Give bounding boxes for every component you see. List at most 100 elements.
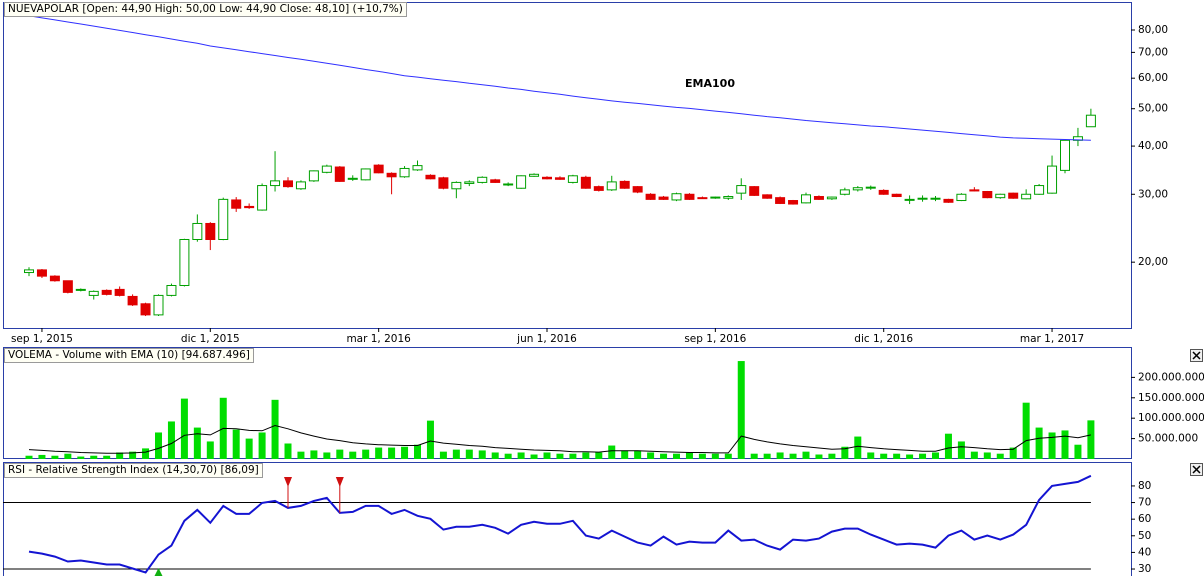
volume-bar — [491, 452, 499, 459]
rsi-panel-title: RSI - Relative Strength Index (14,30,70)… — [4, 463, 263, 478]
volume-bar — [362, 449, 370, 459]
candle-body — [334, 166, 345, 182]
candle-body — [788, 200, 799, 205]
candle-body — [140, 303, 151, 316]
candle-body — [36, 269, 47, 277]
candle-body — [1034, 185, 1045, 195]
candle-body — [775, 197, 786, 204]
volume-bar — [116, 452, 124, 459]
ema-label: EMA100 — [685, 77, 735, 90]
volume-bar — [180, 398, 188, 459]
candle-body — [347, 177, 358, 180]
candle-body — [762, 194, 773, 199]
volume-bar — [750, 453, 758, 459]
candle-body — [852, 187, 863, 191]
volume-bar — [582, 452, 590, 459]
volume-bar — [349, 451, 357, 459]
volume-bar — [957, 441, 965, 459]
volume-bar — [1087, 420, 1095, 459]
volume-bar — [452, 449, 460, 459]
volume-bar — [64, 453, 72, 459]
candle-body — [839, 189, 850, 195]
candle-body — [567, 175, 578, 183]
volume-bar — [854, 436, 862, 459]
candle-body — [321, 165, 332, 173]
volume-bar — [919, 453, 927, 459]
candle-body — [658, 196, 669, 200]
volume-bar — [983, 452, 991, 459]
candle-body — [878, 189, 889, 195]
candle-body — [930, 197, 941, 200]
candle-body — [477, 176, 488, 183]
volume-bar — [1061, 430, 1069, 459]
volume-bar — [1022, 402, 1030, 459]
volume-bar — [569, 453, 577, 459]
volume-bar — [439, 451, 447, 459]
volume-bar — [388, 447, 396, 459]
volume-bar — [129, 451, 137, 459]
volume-bar — [1048, 432, 1056, 459]
candle-body — [542, 176, 552, 180]
candle-body — [943, 198, 954, 203]
volume-ema-line — [28, 424, 1092, 454]
candle-body — [464, 181, 475, 184]
candle-body — [425, 174, 436, 180]
candle-body — [490, 179, 501, 183]
volume-bar — [880, 453, 888, 459]
volume-bar — [90, 455, 98, 459]
price-panel-title: NUEVAPOLAR [Open: 44,90 High: 50,00 Low:… — [4, 2, 407, 17]
x-tick-label: sep 1, 2015 — [11, 333, 73, 345]
volume-bar — [944, 433, 952, 459]
volume-bar — [867, 452, 875, 459]
volume-bar — [647, 452, 655, 459]
volume-bar — [815, 454, 823, 459]
candle-body — [244, 205, 255, 209]
candle-body — [127, 295, 138, 306]
y-tick-label: 30,00 — [1138, 188, 1168, 200]
y-tick-label: 50 — [1138, 530, 1151, 542]
candle-body — [270, 180, 281, 187]
candle-body — [710, 196, 721, 199]
volume-bar — [258, 432, 266, 459]
candle-body — [645, 193, 656, 200]
volume-bar — [698, 453, 706, 459]
candle-body — [995, 193, 1006, 199]
y-tick-label: 150.000.000 — [1138, 392, 1204, 404]
buy-signal — [154, 568, 163, 576]
candle-body — [606, 181, 617, 191]
volume-bar — [828, 453, 836, 459]
volume-bar — [245, 438, 253, 459]
sell-signal — [284, 477, 292, 487]
candle-body — [49, 275, 60, 282]
volume-bar — [932, 452, 939, 459]
y-tick-label: 60,00 — [1138, 72, 1168, 84]
close-volume-panel[interactable] — [1190, 349, 1203, 362]
candle-body — [697, 197, 708, 200]
volume-bar — [711, 453, 719, 459]
candle-body — [88, 290, 99, 296]
volume-bar — [336, 449, 344, 459]
volume-bar — [504, 453, 512, 459]
candle-body — [619, 180, 630, 189]
candle-body — [153, 294, 164, 316]
close-rsi-panel[interactable] — [1190, 463, 1203, 476]
sell-signal — [335, 477, 344, 487]
candle-body — [904, 198, 915, 201]
volume-bar — [841, 446, 849, 459]
x-tick-label: dic 1, 2015 — [181, 333, 240, 345]
candle-body — [982, 191, 993, 199]
volume-bar — [297, 451, 305, 459]
candle-body — [632, 186, 643, 193]
close-icon — [1192, 351, 1201, 360]
volume-bar — [465, 449, 473, 459]
volume-bar — [414, 444, 421, 459]
y-tick-label: 70,00 — [1138, 46, 1168, 58]
candle-body — [516, 175, 527, 189]
candle-body — [554, 177, 565, 180]
volume-bar — [634, 450, 642, 459]
candle-body — [386, 172, 397, 178]
candle-body — [438, 177, 449, 189]
candle-body — [360, 168, 371, 181]
candle-body — [412, 165, 423, 171]
